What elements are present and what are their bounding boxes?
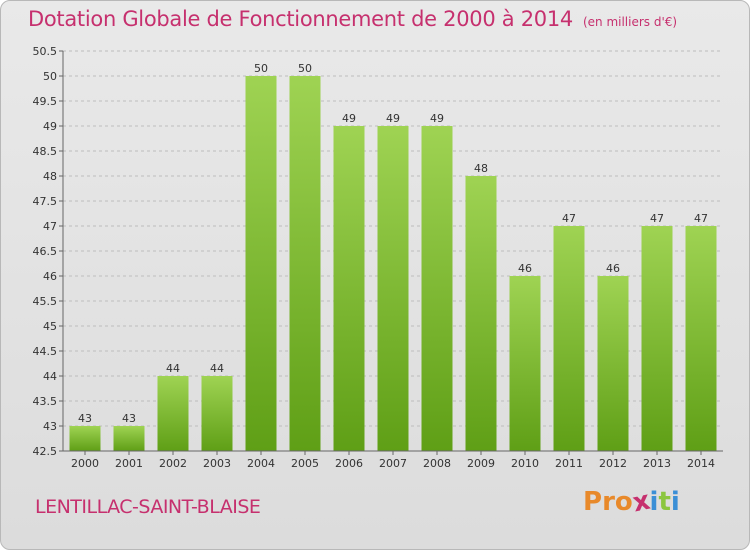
- data-label: 49: [430, 112, 444, 125]
- data-labels: 43 43 44 44 50 50 49 49 49 48 46 47 46 47 47: [78, 62, 708, 425]
- data-label: 49: [342, 112, 356, 125]
- y-tick-label: 42.5: [33, 445, 58, 458]
- bars: [69, 76, 717, 451]
- y-tick-label: 45.5: [33, 295, 58, 308]
- y-tick-label: 43.5: [33, 395, 58, 408]
- bar-2011: [553, 226, 585, 451]
- brand-letter: t: [658, 487, 671, 517]
- y-tick-label: 46: [43, 270, 57, 283]
- x-tick-label: 2000: [71, 457, 99, 470]
- bar-2014: [685, 226, 717, 451]
- x-tick-label: 2005: [291, 457, 319, 470]
- y-tick-label: 49: [43, 120, 57, 133]
- data-label: 44: [210, 362, 224, 375]
- bar-2007: [377, 126, 409, 451]
- data-label: 47: [562, 212, 576, 225]
- y-tick-label: 44: [43, 370, 57, 383]
- x-tick-label: 2010: [511, 457, 539, 470]
- bar-2000: [69, 426, 101, 451]
- x-tick-label: 2012: [599, 457, 627, 470]
- commune-name: LENTILLAC-SAINT-BLAISE: [35, 496, 261, 518]
- y-axis: 42.5 43 43.5 44 44.5 45 45.5 46 46.5 47 47.5 48 48.5…: [33, 45, 64, 458]
- bar-2013: [641, 226, 673, 451]
- data-label: 47: [694, 212, 708, 225]
- chart-title: Dotation Globale de Fonctionnement de 20…: [28, 7, 677, 31]
- y-tick-label: 43: [43, 420, 57, 433]
- x-axis: 2000 2001 2002 2003 2004 2005 2006 2007 2008 2009…: [63, 450, 723, 470]
- brand-letter: i: [649, 487, 659, 517]
- y-tick-label: 45: [43, 320, 57, 333]
- y-tick-label: 46.5: [33, 245, 58, 258]
- brand-letter: r: [602, 487, 615, 517]
- data-label: 50: [298, 62, 312, 75]
- bar-2012: [597, 276, 629, 451]
- chart-title-text: Dotation Globale de Fonctionnement de 20…: [28, 7, 573, 31]
- x-tick-label: 2009: [467, 457, 495, 470]
- data-label: 48: [474, 162, 488, 175]
- bar-2002: [157, 376, 189, 451]
- y-tick-label: 48.5: [33, 145, 58, 158]
- y-tick-label: 47.5: [33, 195, 58, 208]
- bar-2001: [113, 426, 145, 451]
- y-tick-label: 50: [43, 70, 57, 83]
- data-label: 49: [386, 112, 400, 125]
- x-tick-label: 2001: [115, 457, 143, 470]
- y-tick-label: 48: [43, 170, 57, 183]
- data-label: 47: [650, 212, 664, 225]
- data-label: 44: [166, 362, 180, 375]
- brand-letter: o: [614, 487, 633, 517]
- bar-2009: [465, 176, 497, 451]
- data-label: 46: [518, 262, 532, 275]
- brand-letter: P: [583, 487, 603, 517]
- bar-2010: [509, 276, 541, 451]
- y-tick-label: 44.5: [33, 345, 58, 358]
- x-tick-label: 2002: [159, 457, 187, 470]
- x-tick-label: 2014: [687, 457, 715, 470]
- chart-subtitle: (en milliers d'€): [582, 15, 678, 29]
- x-tick-label: 2006: [335, 457, 363, 470]
- y-tick-label: 49.5: [33, 95, 58, 108]
- x-tick-label: 2008: [423, 457, 451, 470]
- bar-2003: [201, 376, 233, 451]
- y-tick-label: 47: [43, 220, 57, 233]
- y-tick-label: 50.5: [33, 45, 58, 58]
- bar-2008: [421, 126, 453, 451]
- data-label: 43: [78, 412, 92, 425]
- x-tick-label: 2007: [379, 457, 407, 470]
- data-label: 46: [606, 262, 620, 275]
- bar-2006: [333, 126, 365, 451]
- data-label: 50: [254, 62, 268, 75]
- x-tick-label: 2011: [555, 457, 583, 470]
- proxiti-logo: Proxiti: [583, 486, 680, 519]
- x-tick-label: 2013: [643, 457, 671, 470]
- x-tick-label: 2004: [247, 457, 275, 470]
- x-tick-label: 2003: [203, 457, 231, 470]
- bar-2004: [245, 76, 277, 451]
- data-label: 43: [122, 412, 136, 425]
- brand-letter: i: [670, 487, 680, 517]
- bar-2005: [289, 76, 321, 451]
